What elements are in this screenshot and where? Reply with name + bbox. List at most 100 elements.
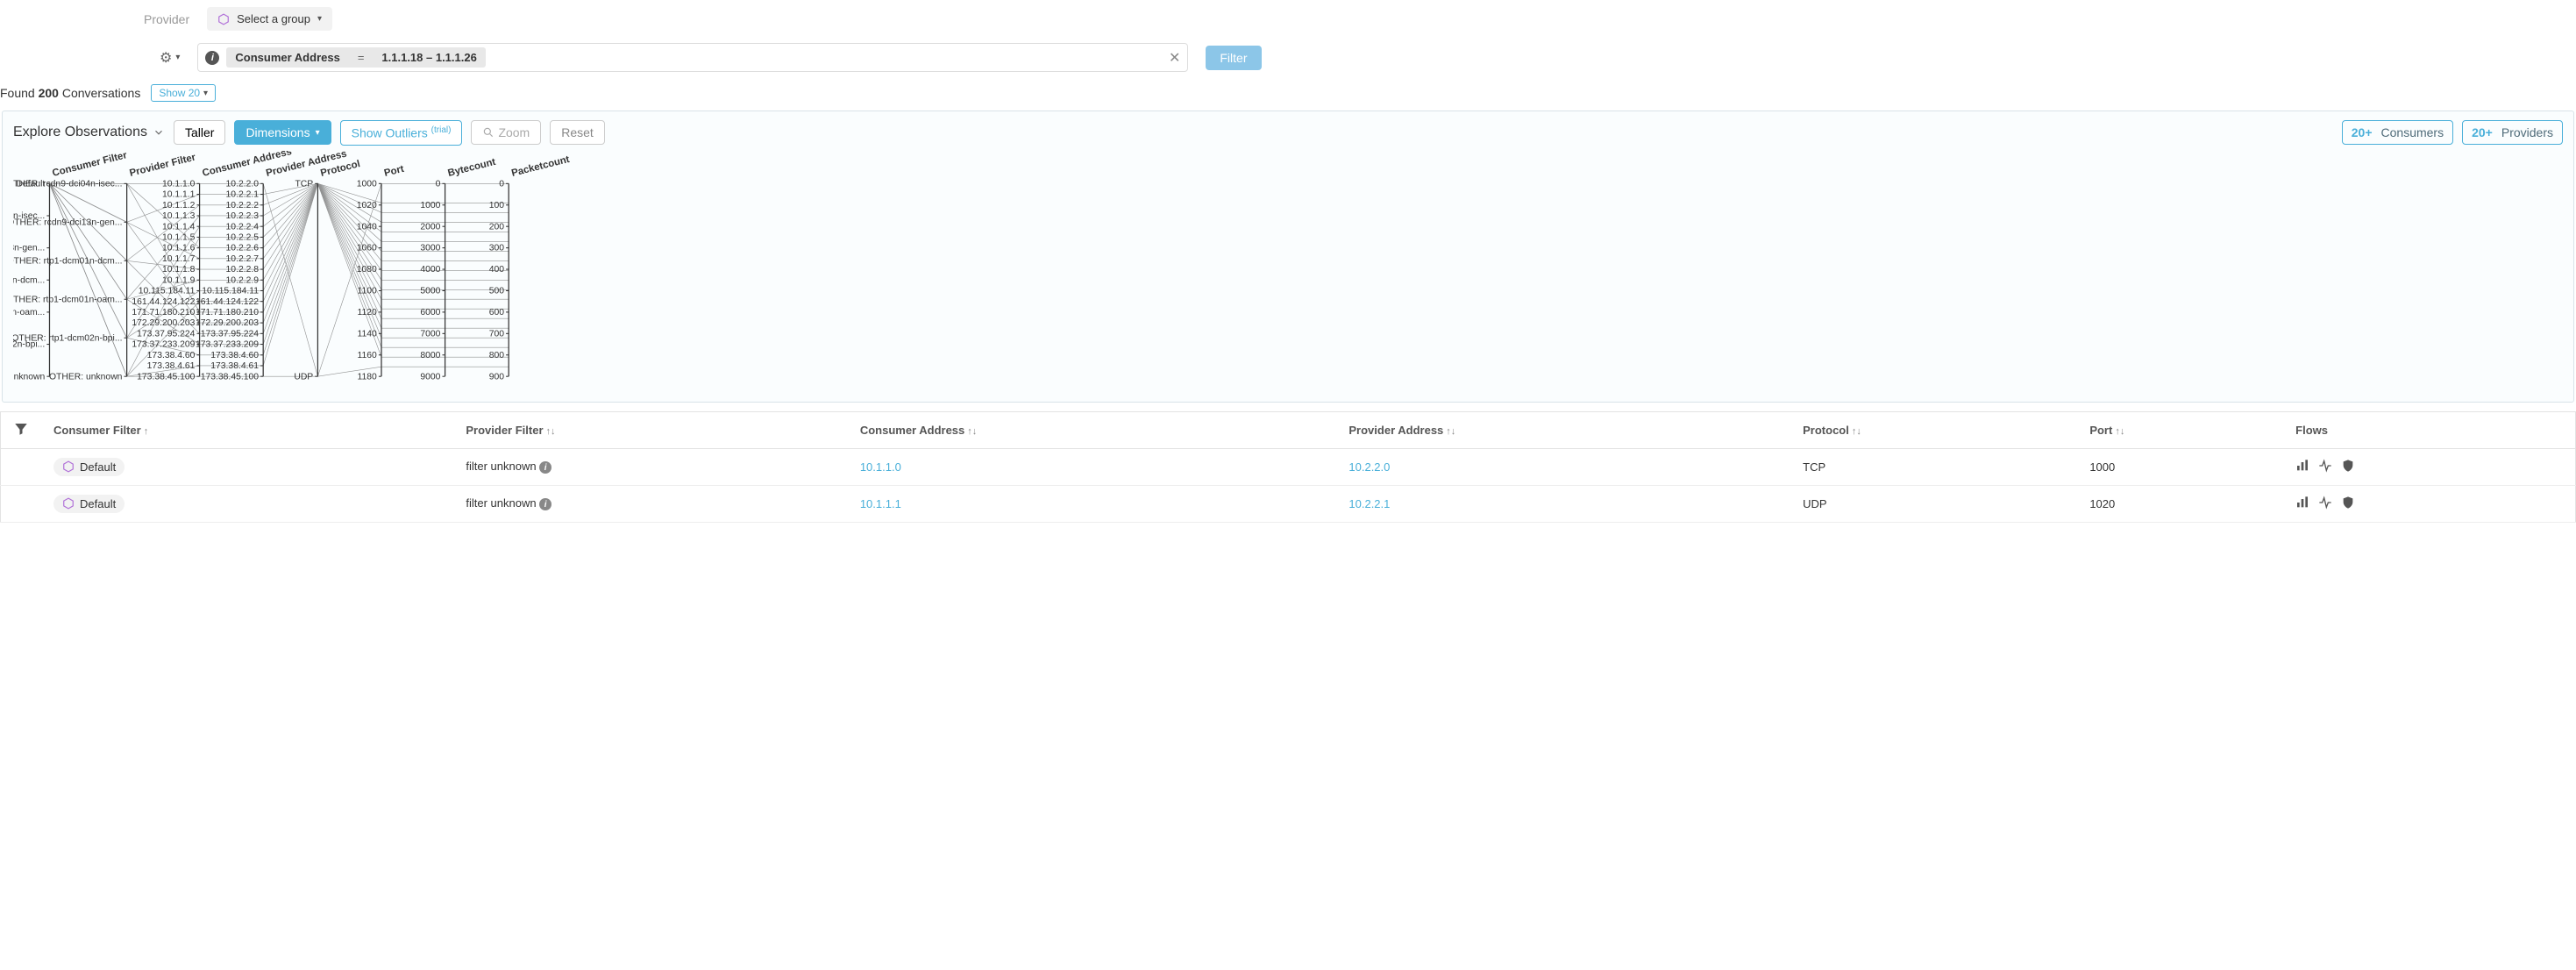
filter-button[interactable]: Filter — [1206, 46, 1261, 70]
svg-text:173.37.233.209: 173.37.233.209 — [196, 339, 259, 349]
svg-text:OTHER: rtp1-dcm02n-bpi...: OTHER: rtp1-dcm02n-bpi... — [13, 333, 122, 343]
svg-text:9000: 9000 — [420, 372, 440, 382]
found-text: Found 200 Conversations — [0, 86, 140, 100]
svg-text:10.1.1.6: 10.1.1.6 — [162, 243, 196, 253]
svg-text:10.1.1.3: 10.1.1.3 — [162, 211, 196, 221]
col-provider-address[interactable]: Provider Address↑↓ — [1336, 411, 1790, 448]
svg-text:1000: 1000 — [357, 179, 377, 189]
filter-column-header[interactable] — [1, 411, 42, 448]
svg-text:400: 400 — [489, 265, 505, 275]
shield-icon[interactable] — [2341, 496, 2355, 512]
svg-text:173.37.95.224: 173.37.95.224 — [137, 329, 195, 339]
svg-text:1020: 1020 — [357, 201, 377, 210]
svg-text:Bytecount: Bytecount — [447, 156, 497, 178]
group-icon — [62, 497, 75, 510]
reset-button[interactable]: Reset — [550, 120, 605, 145]
col-protocol[interactable]: Protocol↑↓ — [1790, 411, 2077, 448]
svg-text:700: 700 — [489, 329, 505, 339]
activity-icon[interactable] — [2318, 459, 2332, 475]
svg-text:171.71.180.210: 171.71.180.210 — [196, 308, 259, 317]
clear-filter-icon[interactable]: ✕ — [1169, 49, 1180, 67]
shield-icon[interactable] — [2341, 459, 2355, 475]
conversations-table: Consumer Filter↑ Provider Filter↑↓ Consu… — [0, 411, 2576, 523]
svg-text:1160: 1160 — [358, 351, 378, 360]
explore-title[interactable]: Explore Observations — [13, 125, 165, 140]
consumer-filter-pill[interactable]: Default — [53, 495, 125, 513]
sort-icon: ↑↓ — [1852, 426, 1861, 437]
table-row[interactable]: Defaultfilter unknown i10.1.1.110.2.2.1U… — [1, 485, 2576, 522]
svg-text:10.2.2.1: 10.2.2.1 — [226, 189, 260, 199]
info-icon[interactable]: i — [539, 461, 551, 474]
svg-text:10.1.1.9: 10.1.1.9 — [162, 275, 196, 285]
sort-icon: ↑↓ — [1446, 426, 1455, 437]
svg-text:IER: unknown: IER: unknown — [13, 372, 46, 382]
svg-text:3000: 3000 — [420, 243, 440, 253]
svg-text:Provider Filter: Provider Filter — [129, 152, 197, 178]
dimensions-button[interactable]: Dimensions▾ — [234, 120, 331, 145]
svg-text:Consumer Filter: Consumer Filter — [51, 151, 128, 179]
show-count-select[interactable]: Show 20▾ — [151, 84, 216, 102]
consumer-address-link[interactable]: 10.1.1.0 — [860, 460, 901, 474]
activity-icon[interactable] — [2318, 496, 2332, 512]
svg-text:OTHER: unknown: OTHER: unknown — [49, 372, 123, 382]
protocol-cell: TCP — [1790, 448, 2077, 485]
funnel-icon — [13, 421, 29, 437]
info-icon[interactable]: i — [539, 498, 551, 510]
svg-text:173.38.4.61: 173.38.4.61 — [147, 361, 196, 371]
svg-text:6000: 6000 — [420, 308, 440, 317]
col-provider-filter[interactable]: Provider Filter↑↓ — [453, 411, 847, 448]
filter-expression-bar[interactable]: i Consumer Address = 1.1.1.18 – 1.1.1.26… — [197, 43, 1188, 72]
svg-text:Packetcount: Packetcount — [510, 154, 571, 179]
svg-text:600: 600 — [489, 308, 505, 317]
consumers-count[interactable]: 20+Consumers — [2342, 120, 2453, 145]
parallel-coords-chart[interactable]: Consumer FilterDefault-dci04n-isec...-dc… — [13, 151, 2563, 396]
svg-text:-dci13n-gen...: -dci13n-gen... — [13, 243, 45, 253]
port-cell: 1020 — [2077, 485, 2283, 522]
svg-text:OTHER: rcdn9-dci04n-isec...: OTHER: rcdn9-dci04n-isec... — [13, 179, 122, 189]
filter-chip[interactable]: Consumer Address = 1.1.1.18 – 1.1.1.26 — [226, 47, 485, 68]
svg-text:10.1.1.4: 10.1.1.4 — [162, 222, 196, 232]
svg-text:10.1.1.7: 10.1.1.7 — [162, 254, 196, 264]
bar-chart-icon[interactable] — [2295, 496, 2309, 512]
show-outliers-button[interactable]: Show Outliers (trial) — [340, 120, 463, 146]
provider-address-link[interactable]: 10.2.2.1 — [1348, 497, 1390, 510]
chip-op: = — [358, 51, 365, 64]
provider-filter-cell: filter unknown i — [453, 485, 847, 522]
port-cell: 1000 — [2077, 448, 2283, 485]
svg-text:300: 300 — [489, 243, 505, 253]
col-port[interactable]: Port↑↓ — [2077, 411, 2283, 448]
col-consumer-filter[interactable]: Consumer Filter↑ — [41, 411, 453, 448]
explore-panel: Explore Observations Taller Dimensions▾ … — [2, 111, 2574, 403]
svg-text:cm01n-dcm...: cm01n-dcm... — [13, 275, 45, 285]
svg-text:173.38.4.61: 173.38.4.61 — [210, 361, 259, 371]
svg-text:10.2.2.0: 10.2.2.0 — [226, 179, 260, 189]
info-icon[interactable]: i — [205, 51, 219, 65]
provider-address-link[interactable]: 10.2.2.0 — [1348, 460, 1390, 474]
svg-text:2000: 2000 — [420, 222, 440, 232]
svg-text:200: 200 — [489, 222, 505, 232]
providers-count[interactable]: 20+Providers — [2462, 120, 2563, 145]
svg-text:800: 800 — [489, 351, 505, 360]
gear-icon[interactable]: ⚙▾ — [160, 49, 180, 67]
svg-text:171.71.180.210: 171.71.180.210 — [132, 308, 195, 317]
svg-text:100: 100 — [489, 201, 505, 210]
bar-chart-icon[interactable] — [2295, 459, 2309, 475]
svg-text:10.1.1.5: 10.1.1.5 — [162, 232, 196, 242]
chip-field: Consumer Address — [235, 51, 339, 64]
svg-text:10.2.2.3: 10.2.2.3 — [226, 211, 260, 221]
consumer-filter-pill[interactable]: Default — [53, 458, 125, 476]
svg-text:10.2.2.8: 10.2.2.8 — [226, 265, 260, 275]
sort-icon: ↑↓ — [2115, 426, 2124, 437]
table-row[interactable]: Defaultfilter unknown i10.1.1.010.2.2.0T… — [1, 448, 2576, 485]
consumer-address-link[interactable]: 10.1.1.1 — [860, 497, 901, 510]
taller-button[interactable]: Taller — [174, 120, 225, 145]
svg-text:10.1.1.1: 10.1.1.1 — [162, 189, 196, 199]
svg-text:173.37.233.209: 173.37.233.209 — [132, 339, 195, 349]
svg-text:173.38.45.100: 173.38.45.100 — [137, 372, 195, 382]
svg-text:1120: 1120 — [358, 308, 378, 317]
chip-value: 1.1.1.18 – 1.1.1.26 — [381, 51, 476, 64]
group-select[interactable]: Select a group ▾ — [207, 7, 332, 31]
col-consumer-address[interactable]: Consumer Address↑↓ — [848, 411, 1337, 448]
svg-text:OTHER: rcdn9-dci13n-gen...: OTHER: rcdn9-dci13n-gen... — [13, 218, 122, 227]
zoom-button[interactable]: Zoom — [471, 120, 541, 145]
